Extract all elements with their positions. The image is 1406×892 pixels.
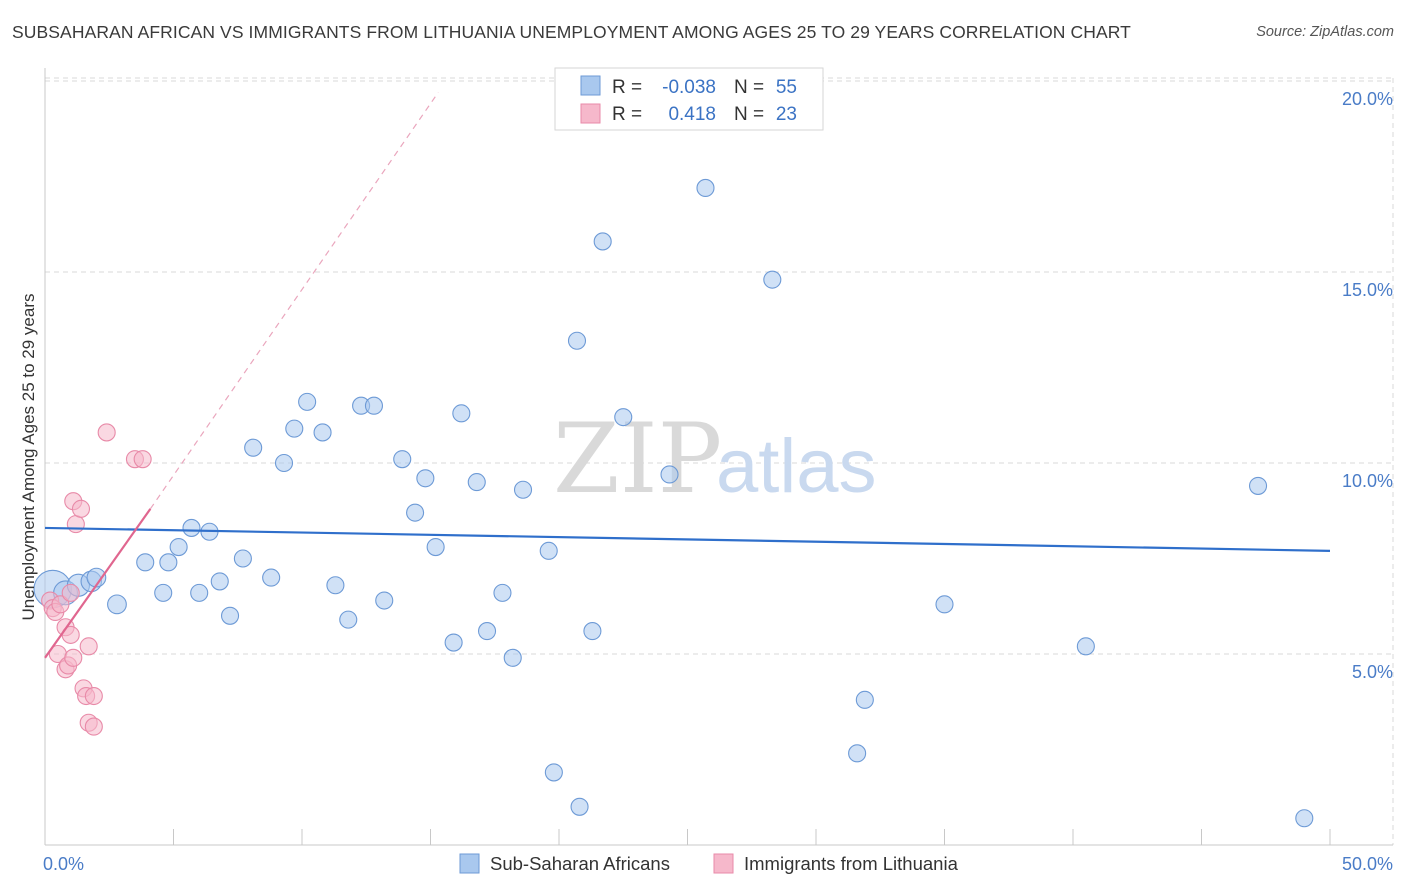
data-point-blue bbox=[169, 537, 188, 557]
legend-n-label-blue: N = bbox=[734, 77, 764, 98]
data-point-blue bbox=[220, 606, 240, 625]
tick-labels: 5.0% 10.0% 15.0% 20.0% 0.0% 50.0% bbox=[43, 89, 1393, 874]
data-points bbox=[33, 94, 1331, 828]
legend-swatch-blue bbox=[580, 75, 601, 96]
data-point-blue bbox=[513, 480, 533, 499]
y-tick-label: 15.0% bbox=[1342, 280, 1393, 300]
legend-n-label-pink: N = bbox=[734, 104, 764, 125]
data-point-blue bbox=[262, 568, 281, 587]
data-point-blue bbox=[583, 622, 602, 641]
data-point-blue bbox=[477, 622, 497, 641]
x-tick-label-max: 50.0% bbox=[1342, 854, 1393, 874]
data-point-pink bbox=[71, 499, 91, 518]
y-tick-label: 10.0% bbox=[1342, 471, 1393, 491]
y-tick-label: 20.0% bbox=[1342, 89, 1393, 109]
bottom-legend-swatch-blue bbox=[459, 853, 480, 874]
grid bbox=[45, 77, 1394, 845]
data-point-blue bbox=[416, 469, 435, 488]
data-point-blue bbox=[503, 648, 522, 667]
data-point-blue bbox=[364, 396, 384, 415]
data-point-blue bbox=[210, 572, 229, 591]
legend-r-label-blue: R = bbox=[612, 77, 642, 98]
data-point-blue bbox=[190, 583, 209, 602]
legend-r-label-pink: R = bbox=[612, 104, 642, 125]
data-point-blue bbox=[763, 270, 782, 289]
trend-line-blue bbox=[44, 526, 1331, 552]
data-point-pink bbox=[61, 583, 80, 602]
data-point-blue bbox=[159, 553, 178, 572]
data-point-blue bbox=[136, 553, 155, 572]
data-point-blue bbox=[406, 503, 425, 522]
data-point-pink bbox=[66, 515, 85, 534]
data-point-blue bbox=[539, 541, 558, 560]
data-point-pink bbox=[97, 423, 116, 442]
legend-r-value-blue: -0.038 bbox=[662, 77, 716, 98]
axes bbox=[44, 68, 1393, 846]
trend-line-pink-extension bbox=[149, 92, 439, 510]
data-point-blue bbox=[182, 518, 201, 537]
legend-n-value-blue: 55 bbox=[776, 77, 797, 98]
bottom-legend-label-pink: Immigrants from Lithuania bbox=[744, 853, 959, 874]
data-point-blue bbox=[154, 583, 173, 602]
data-point-blue bbox=[593, 232, 612, 251]
stats-legend: R = -0.038 N = 55 R = 0.418 N = 23 bbox=[554, 67, 824, 131]
bottom-legend-swatch-pink bbox=[713, 853, 734, 874]
data-point-blue bbox=[855, 690, 874, 709]
data-point-blue bbox=[467, 473, 486, 492]
legend-swatch-pink bbox=[580, 103, 601, 124]
watermark: ZIP atlas bbox=[553, 403, 877, 515]
data-point-blue bbox=[326, 576, 345, 595]
data-point-blue bbox=[107, 594, 127, 615]
data-point-blue bbox=[614, 408, 633, 427]
data-point-pink bbox=[84, 686, 103, 706]
data-point-blue bbox=[244, 438, 263, 457]
data-point-blue bbox=[696, 178, 715, 198]
data-point-blue bbox=[452, 404, 471, 423]
data-point-blue bbox=[1076, 637, 1095, 656]
bottom-legend-label-blue: Sub-Saharan Africans bbox=[490, 853, 670, 874]
data-point-blue bbox=[567, 331, 587, 350]
data-point-blue bbox=[298, 392, 317, 411]
data-point-blue bbox=[313, 423, 332, 442]
data-point-blue bbox=[426, 537, 445, 557]
legend-n-value-pink: 23 bbox=[776, 104, 797, 125]
x-tick-label-min: 0.0% bbox=[43, 854, 84, 874]
data-point-pink bbox=[64, 648, 83, 667]
data-point-pink bbox=[133, 450, 152, 469]
source-label: Source: ZipAtlas.com bbox=[1256, 24, 1394, 40]
series-legend: Sub-Saharan Africans Immigrants from Lit… bbox=[459, 853, 959, 874]
data-point-blue bbox=[660, 465, 679, 484]
data-point-blue bbox=[375, 591, 394, 610]
data-point-blue bbox=[339, 610, 358, 629]
data-point-blue bbox=[1248, 476, 1268, 495]
data-point-blue bbox=[444, 633, 463, 652]
watermark-atlas: atlas bbox=[716, 424, 877, 509]
legend-r-value-pink: 0.418 bbox=[668, 104, 716, 125]
data-point-pink bbox=[51, 595, 70, 614]
data-point-blue bbox=[935, 595, 954, 614]
data-point-pink bbox=[79, 637, 98, 656]
y-tick-label: 5.0% bbox=[1352, 662, 1393, 682]
data-point-blue bbox=[544, 763, 563, 782]
y-axis-title: Unemployment Among Ages 25 to 29 years bbox=[19, 294, 38, 621]
data-point-blue bbox=[274, 453, 294, 473]
watermark-zip: ZIP bbox=[553, 403, 722, 515]
data-point-blue bbox=[285, 419, 304, 438]
data-point-blue bbox=[1295, 809, 1314, 828]
data-point-blue bbox=[570, 797, 589, 816]
data-point-blue bbox=[493, 583, 512, 602]
data-point-pink bbox=[84, 717, 103, 736]
data-point-blue bbox=[848, 744, 867, 763]
data-point-blue bbox=[233, 549, 252, 568]
trend-lines bbox=[149, 92, 439, 510]
chart-title: SUBSAHARAN AFRICAN VS IMMIGRANTS FROM LI… bbox=[12, 22, 1131, 42]
trend-line-pink bbox=[44, 508, 152, 659]
data-point-blue bbox=[393, 450, 412, 469]
